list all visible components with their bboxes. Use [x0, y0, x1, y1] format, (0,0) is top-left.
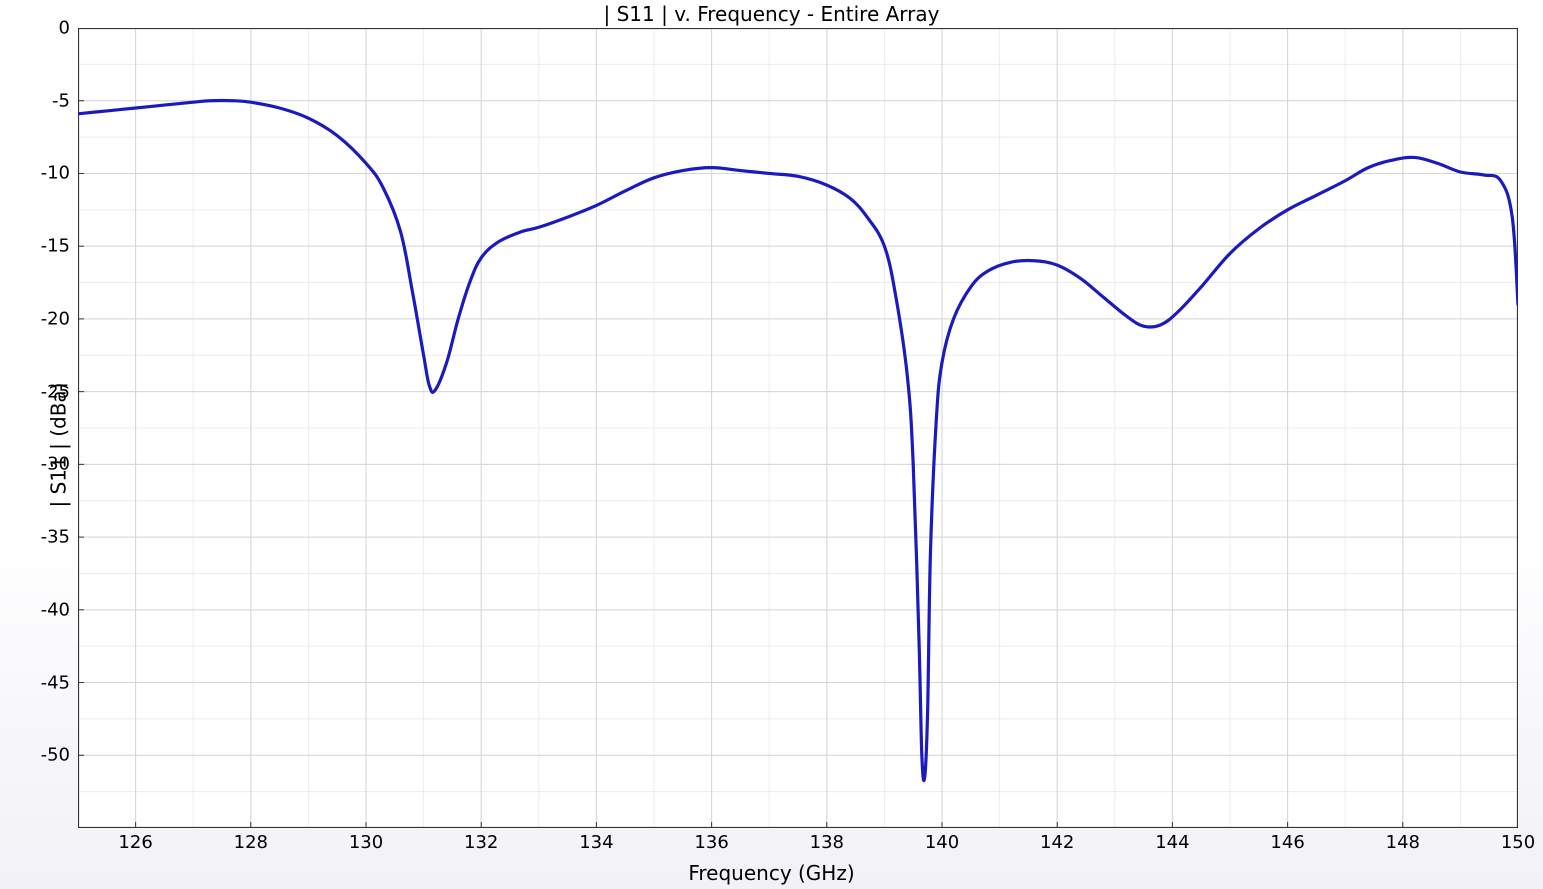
chart-title: | S11 | v. Frequency - Entire Array	[0, 2, 1543, 26]
x-tick-label: 140	[925, 832, 959, 853]
y-tick-label: -45	[41, 672, 70, 693]
y-tick-label: -25	[41, 381, 70, 402]
y-tick-label: -15	[41, 236, 70, 257]
y-tick-label: -5	[52, 90, 70, 111]
plot-area	[78, 28, 1518, 828]
x-tick-label: 146	[1270, 832, 1304, 853]
s11-chart: | S11 | v. Frequency - Entire Array | S1…	[0, 0, 1543, 889]
x-tick-label: 142	[1040, 832, 1074, 853]
x-tick-label: 144	[1155, 832, 1189, 853]
x-tick-label: 130	[349, 832, 383, 853]
x-tick-label: 128	[234, 832, 268, 853]
y-tick-label: -40	[41, 599, 70, 620]
y-tick-label: -30	[41, 454, 70, 475]
x-tick-label: 126	[118, 832, 152, 853]
x-tick-label: 134	[579, 832, 613, 853]
x-tick-label: 148	[1386, 832, 1420, 853]
y-tick-label: 0	[59, 18, 70, 39]
x-axis-label: Frequency (GHz)	[0, 861, 1543, 885]
y-tick-label: -10	[41, 163, 70, 184]
y-tick-label: -50	[41, 745, 70, 766]
x-tick-label: 136	[694, 832, 728, 853]
x-tick-label: 138	[810, 832, 844, 853]
x-tick-label: 132	[464, 832, 498, 853]
y-tick-label: -35	[41, 527, 70, 548]
x-tick-label: 150	[1501, 832, 1535, 853]
y-tick-label: -20	[41, 308, 70, 329]
